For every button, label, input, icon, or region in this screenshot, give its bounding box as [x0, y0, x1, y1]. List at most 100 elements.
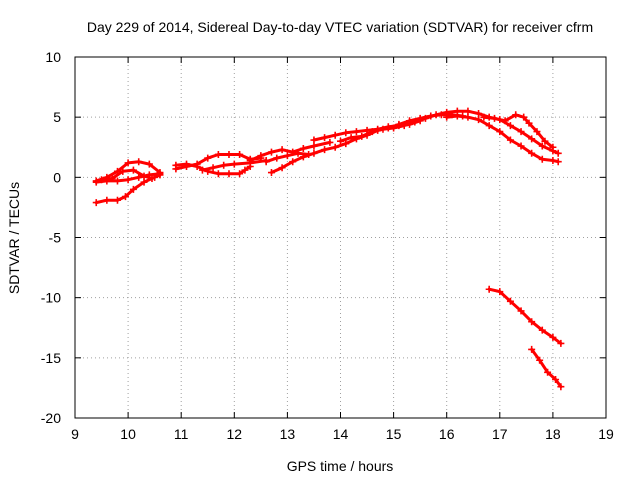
data-point [525, 119, 533, 127]
data-point [321, 134, 329, 142]
x-tick-label: 11 [174, 426, 189, 442]
data-point [135, 173, 143, 181]
x-tick-label: 15 [386, 426, 402, 442]
data-point [273, 154, 281, 162]
data-point [241, 166, 249, 174]
y-axis-title: SDTVAR / TECUs [6, 182, 22, 294]
data-point [156, 171, 164, 179]
data-point [379, 125, 387, 133]
data-point [342, 140, 350, 148]
data-point [496, 128, 504, 136]
data-point [496, 288, 504, 296]
y-tick-label: -5 [49, 230, 62, 246]
series-track-10 [267, 111, 467, 177]
data-point [310, 136, 318, 144]
data-point [92, 199, 100, 207]
data-point [113, 177, 121, 185]
data-point [310, 149, 318, 157]
data-point [331, 143, 339, 151]
data-point [485, 122, 493, 130]
x-tick-label: 13 [280, 426, 296, 442]
data-point [204, 154, 212, 162]
series-line [339, 109, 560, 155]
data-point [225, 170, 233, 178]
x-tick-label: 18 [545, 426, 561, 442]
data-point [198, 166, 206, 174]
x-axis-title: GPS time / hours [287, 458, 394, 474]
data-point [549, 333, 557, 341]
data-layer [92, 107, 565, 391]
series-track-15 [485, 285, 565, 347]
data-point [209, 164, 217, 172]
y-tick-label: 5 [53, 109, 61, 125]
grid-layer [75, 57, 606, 418]
data-point [528, 318, 536, 326]
data-point [225, 150, 233, 158]
data-point [517, 128, 525, 136]
data-point [400, 122, 408, 130]
data-point [278, 164, 286, 172]
data-point [538, 142, 546, 150]
x-tick-label: 19 [598, 426, 614, 442]
data-point [453, 112, 461, 120]
x-tick-label: 16 [439, 426, 455, 442]
series-track-16 [528, 345, 565, 391]
data-point [512, 111, 520, 119]
data-point [321, 146, 329, 154]
data-point [347, 134, 355, 142]
data-point [230, 160, 238, 168]
data-point [368, 128, 376, 136]
data-point [517, 307, 525, 315]
data-point [289, 158, 297, 166]
series-track-6 [172, 160, 254, 178]
tick-layer: 9 10 11 12 13 14 15 16 17 18 19 10 5 0 -5 -10 -15 -20 [41, 49, 614, 442]
x-tick-label: 14 [333, 426, 349, 442]
data-point [475, 116, 483, 124]
data-point [538, 155, 546, 163]
data-point [549, 143, 557, 151]
series-line [530, 347, 563, 389]
data-point [331, 131, 339, 139]
data-point [549, 156, 557, 164]
series-line [487, 287, 563, 345]
data-point [310, 142, 318, 150]
x-tick-label: 9 [71, 426, 79, 442]
series-track-14 [480, 111, 557, 151]
data-point [552, 375, 560, 383]
data-point [501, 117, 509, 125]
data-point [326, 138, 334, 146]
data-point [193, 163, 201, 171]
data-point [506, 297, 514, 305]
data-point [92, 178, 100, 186]
data-point [464, 113, 472, 121]
data-point [342, 129, 350, 137]
data-point [432, 111, 440, 119]
data-point [557, 339, 565, 347]
data-point [490, 114, 498, 122]
data-point [411, 118, 419, 126]
data-point [214, 170, 222, 178]
data-point [554, 149, 562, 157]
data-point [358, 132, 366, 140]
data-point [236, 150, 244, 158]
data-point [299, 153, 307, 161]
data-point [544, 368, 552, 376]
data-point [220, 161, 228, 169]
data-point [257, 152, 265, 160]
series-track-4 [98, 166, 156, 184]
data-point [538, 326, 546, 334]
data-point [119, 167, 127, 175]
data-point [140, 178, 148, 186]
y-tick-label: -15 [41, 350, 61, 366]
y-tick-label: 10 [45, 49, 61, 65]
chart-title: Day 229 of 2014, Sidereal Day-to-day VTE… [87, 19, 593, 35]
data-point [485, 285, 493, 293]
data-point [267, 148, 275, 156]
data-point [214, 150, 222, 158]
data-point [267, 169, 275, 177]
data-point [294, 149, 302, 157]
data-point [262, 158, 270, 166]
series-track-12 [337, 107, 562, 157]
data-point [108, 175, 116, 183]
data-point [140, 172, 148, 180]
